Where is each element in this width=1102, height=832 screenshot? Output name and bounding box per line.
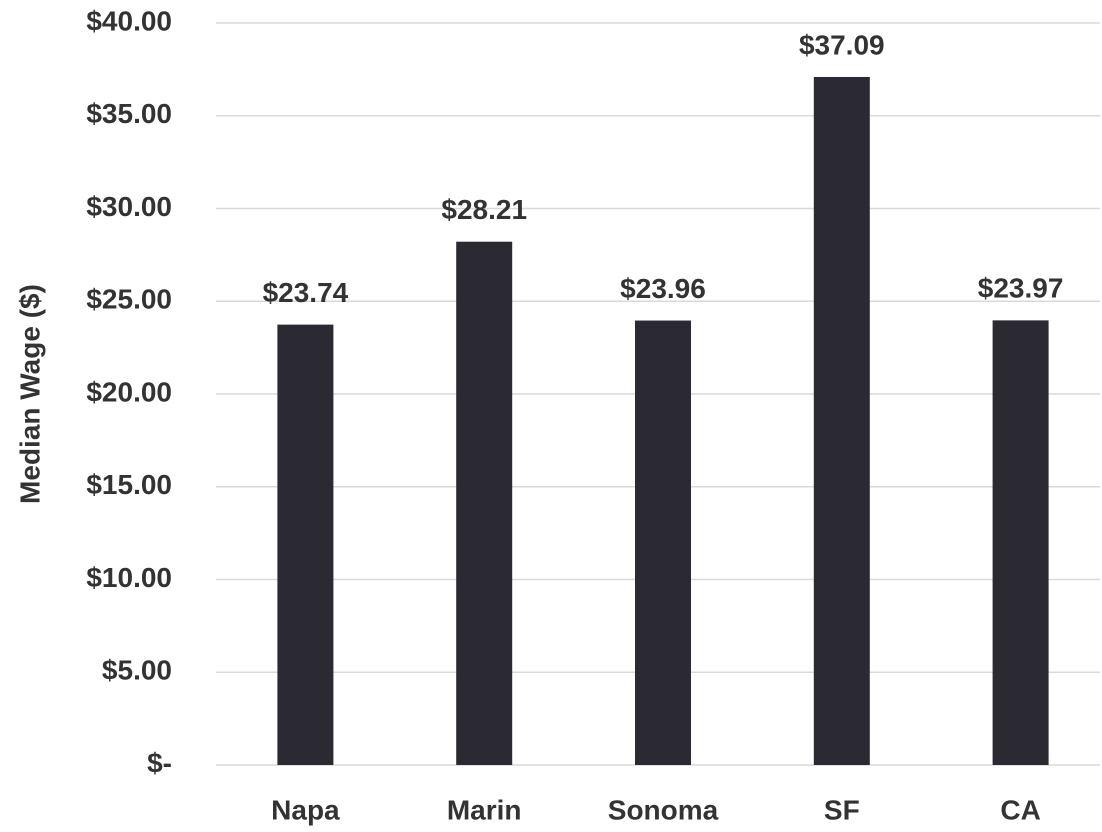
data-label: $37.09 [799,29,885,60]
bar [456,241,513,766]
x-tick-label: SF [824,794,860,825]
data-label: $28.21 [441,194,527,225]
y-tick-label: $40.00 [86,5,172,36]
bar [635,320,691,765]
y-axis-label: Median Wage ($) [14,284,45,504]
y-tick-label: $5.00 [102,655,172,686]
data-label: $23.97 [978,273,1064,304]
data-label: $23.74 [263,277,349,308]
y-tick-label: $30.00 [86,191,172,222]
y-tick-label: $35.00 [86,98,172,129]
x-tick-label: CA [1000,794,1040,825]
x-tick-label: Napa [271,794,340,825]
bar [277,324,334,765]
x-tick-label: Sonoma [608,794,719,825]
y-tick-label: $10.00 [86,562,172,593]
x-tick-label: Marin [447,794,522,825]
y-tick-label: $20.00 [86,376,172,407]
bar [813,76,870,766]
y-tick-label: $25.00 [86,284,172,315]
bar [992,320,1049,765]
y-tick-label: $- [147,747,172,778]
y-tick-label: $15.00 [86,469,172,500]
data-label: $23.96 [620,273,706,304]
